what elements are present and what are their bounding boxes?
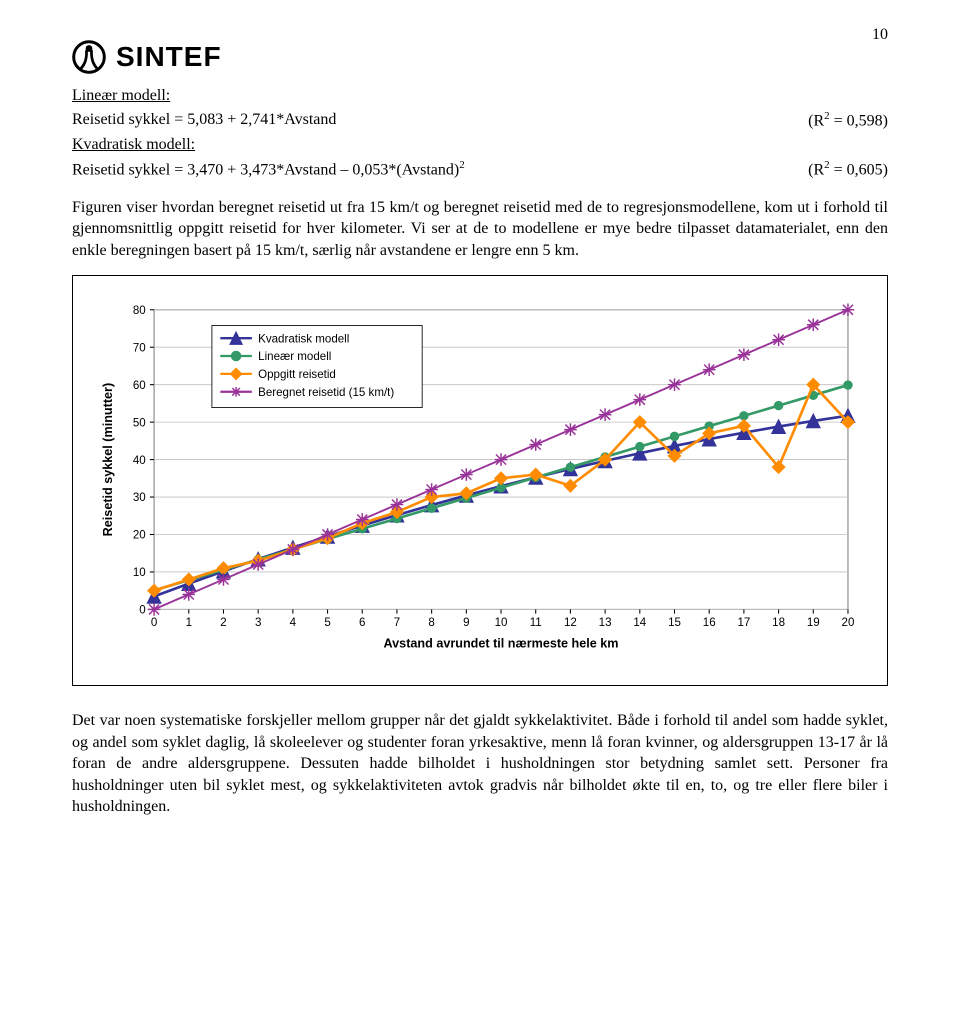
svg-text:1: 1 (186, 618, 192, 630)
svg-text:Beregnet reisetid (15 km/t): Beregnet reisetid (15 km/t) (258, 387, 394, 399)
svg-text:5: 5 (324, 618, 330, 630)
quad-heading: Kvadratisk modell: (72, 136, 195, 153)
svg-text:50: 50 (133, 418, 146, 430)
svg-text:Lineær modell: Lineær modell (258, 352, 331, 364)
svg-text:Avstand avrundet til nærmeste: Avstand avrundet til nærmeste hele km (384, 637, 619, 651)
svg-text:18: 18 (772, 618, 785, 630)
svg-text:14: 14 (633, 618, 646, 630)
svg-text:7: 7 (394, 618, 400, 630)
linear-r2: (R2 = 0,598) (808, 108, 888, 133)
svg-text:0: 0 (139, 605, 145, 617)
svg-text:16: 16 (703, 618, 716, 630)
svg-text:15: 15 (668, 618, 681, 630)
svg-text:17: 17 (737, 618, 750, 630)
svg-text:3: 3 (255, 618, 261, 630)
svg-text:10: 10 (495, 618, 508, 630)
logo-text: SINTEF (116, 41, 222, 73)
svg-text:4: 4 (290, 618, 297, 630)
page-number: 10 (872, 26, 888, 44)
paragraph-1: Figuren viser hvordan beregnet reisetid … (72, 197, 888, 262)
svg-text:40: 40 (133, 455, 146, 467)
svg-text:11: 11 (530, 618, 542, 630)
logo: SINTEF (72, 40, 888, 74)
svg-text:10: 10 (133, 568, 146, 580)
svg-text:Oppgitt reisetid: Oppgitt reisetid (258, 370, 336, 382)
linear-heading: Lineær modell: (72, 87, 170, 104)
svg-text:30: 30 (133, 493, 146, 505)
svg-text:13: 13 (599, 618, 612, 630)
quad-r2: (R2 = 0,605) (808, 157, 888, 182)
quad-eq: Reisetid sykkel = 3,470 + 3,473*Avstand … (72, 157, 465, 182)
svg-text:0: 0 (151, 618, 157, 630)
svg-text:6: 6 (359, 618, 365, 630)
svg-text:8: 8 (428, 618, 434, 630)
svg-text:2: 2 (220, 618, 226, 630)
linear-eq: Reisetid sykkel = 5,083 + 2,741*Avstand (72, 108, 336, 133)
sintef-mark-icon (72, 40, 106, 74)
svg-text:Reisetid sykkel (minutter): Reisetid sykkel (minutter) (101, 383, 115, 536)
svg-text:70: 70 (133, 343, 146, 355)
svg-text:9: 9 (463, 618, 469, 630)
svg-text:80: 80 (133, 305, 146, 317)
svg-text:20: 20 (133, 530, 146, 542)
svg-text:19: 19 (807, 618, 820, 630)
equations-block: Lineær modell: Reisetid sykkel = 5,083 +… (72, 84, 888, 183)
travel-time-chart: 0102030405060708001234567891011121314151… (91, 294, 869, 672)
svg-text:12: 12 (564, 618, 577, 630)
svg-text:20: 20 (842, 618, 855, 630)
paragraph-2: Det var noen systematiske forskjeller me… (72, 710, 888, 818)
svg-text:Kvadratisk modell: Kvadratisk modell (258, 334, 349, 346)
chart-container: 0102030405060708001234567891011121314151… (72, 275, 888, 685)
svg-text:60: 60 (133, 380, 146, 392)
